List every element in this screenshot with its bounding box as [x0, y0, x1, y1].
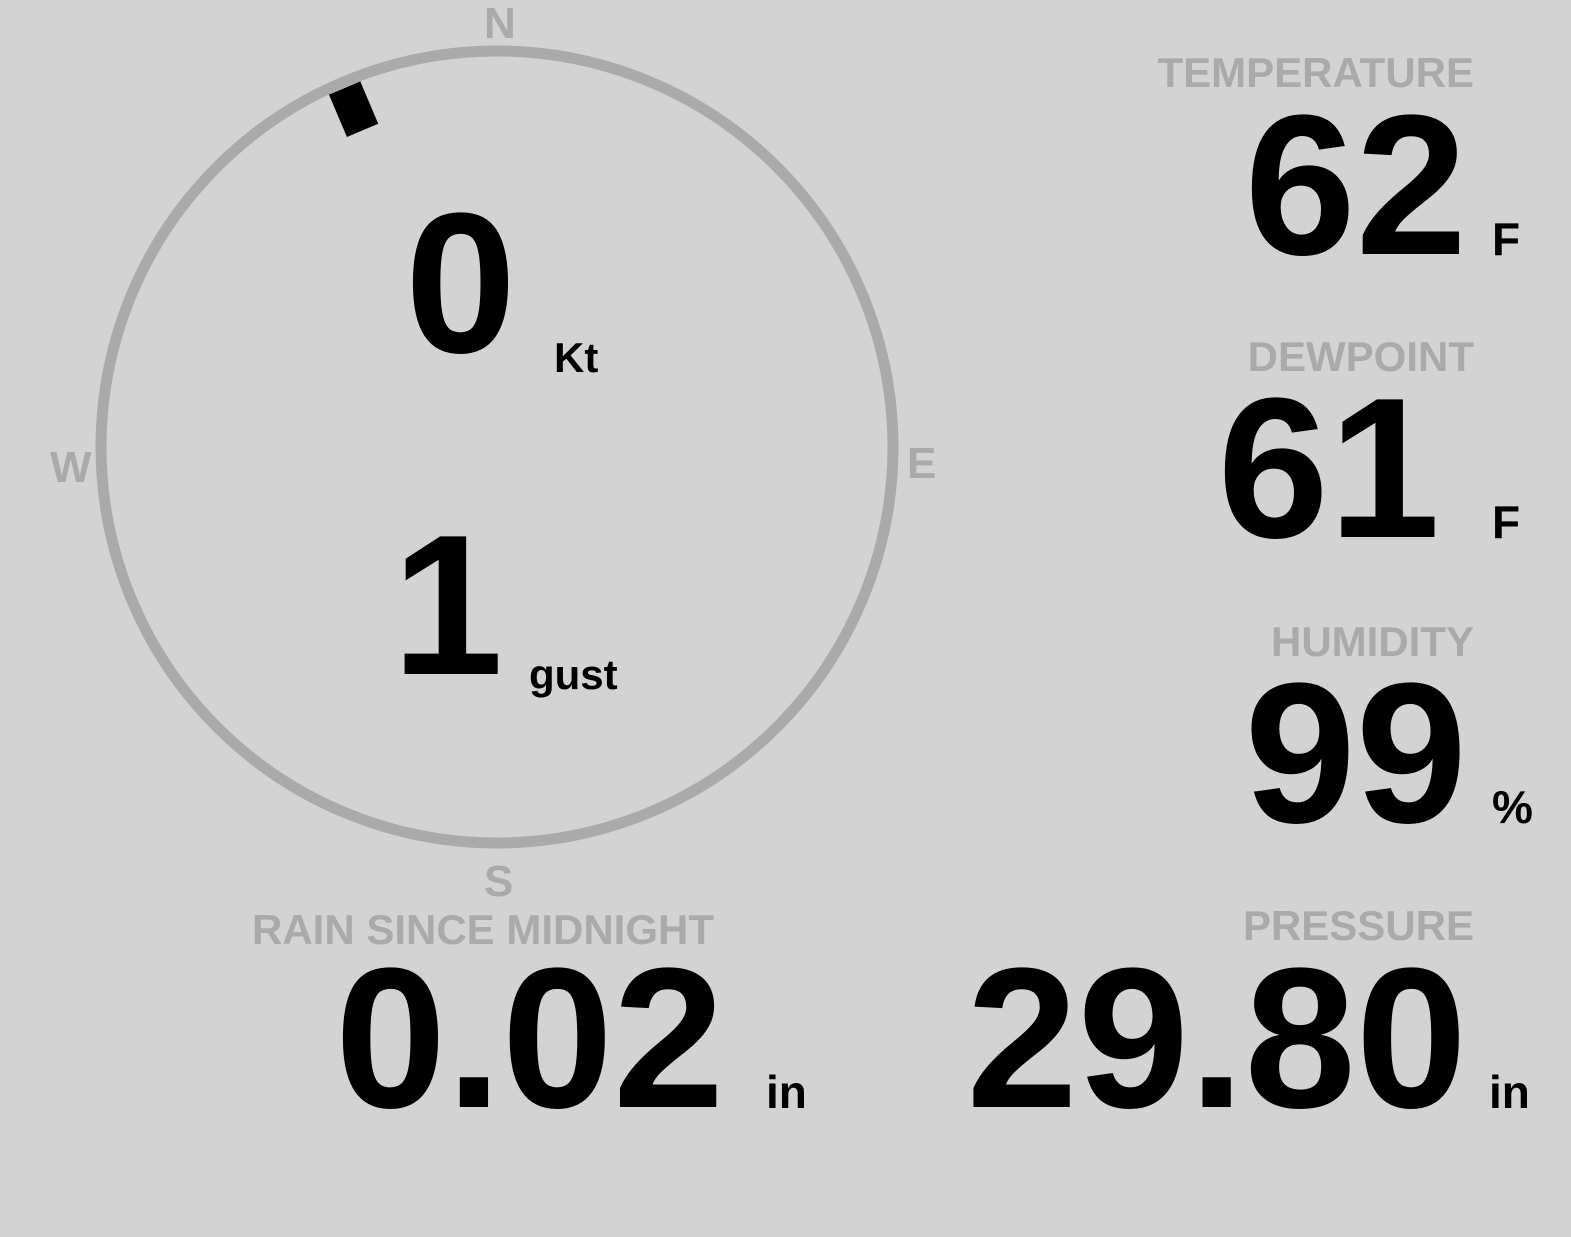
compass-west-label: W — [50, 443, 92, 492]
humidity-unit: % — [1492, 781, 1533, 833]
humidity-label: HUMIDITY — [1271, 618, 1474, 665]
wind-gust-value: 1 — [392, 494, 504, 717]
temperature-label: TEMPERATURE — [1157, 49, 1474, 96]
dewpoint-unit: F — [1492, 496, 1521, 548]
pressure-label: PRESSURE — [1242, 902, 1474, 949]
compass-north-label: N — [484, 0, 516, 48]
rain-label: RAIN SINCE MIDNIGHT — [252, 906, 714, 953]
pressure-unit: in — [1489, 1066, 1530, 1118]
wind-direction-marker — [328, 81, 379, 137]
rain-value: 0.02 — [335, 927, 725, 1150]
humidity-value: 99 — [1244, 642, 1467, 865]
wind-gust-unit: gust — [529, 651, 618, 698]
wind-speed-value: 0 — [405, 172, 517, 395]
temperature-value: 62 — [1244, 74, 1467, 297]
wind-speed-unit: Kt — [554, 334, 599, 381]
compass-south-label: S — [484, 857, 514, 906]
dewpoint-value: 61 — [1217, 357, 1440, 580]
pressure-value: 29.80 — [966, 927, 1468, 1150]
compass-ring — [95, 45, 899, 849]
compass-east-label: E — [907, 439, 937, 488]
rain-unit: in — [766, 1066, 807, 1118]
dewpoint-label: DEWPOINT — [1247, 333, 1474, 380]
temperature-unit: F — [1492, 213, 1521, 265]
